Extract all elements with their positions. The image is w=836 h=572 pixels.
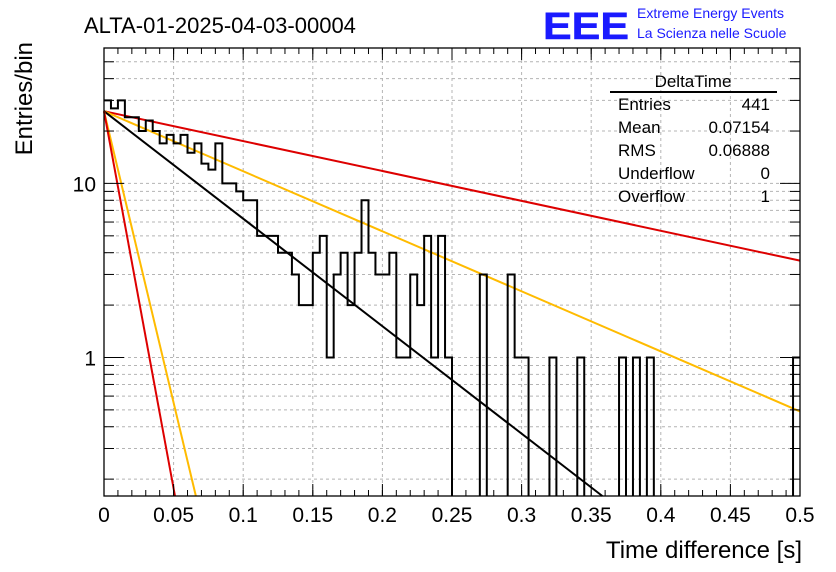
- x-tick-label: 0.15: [292, 504, 333, 527]
- histogram-bars: [104, 99, 800, 496]
- stats-label: Entries: [618, 95, 671, 114]
- x-tick-label: 0.45: [710, 504, 751, 527]
- chart-title: ALTA-01-2025-04-03-00004: [84, 13, 356, 38]
- x-tick-label: 0.35: [571, 504, 612, 527]
- x-tick-label: 0.25: [432, 504, 473, 527]
- stats-value: 441: [742, 95, 770, 114]
- y-axis-label: Entries/bin: [11, 42, 38, 155]
- histogram-outline: [104, 99, 800, 496]
- stats-label: RMS: [618, 141, 656, 160]
- fit-lines: [103, 110, 801, 497]
- logo-line-2: La Scienza nelle Scuole: [637, 25, 787, 41]
- stats-rows: Entries 441 Mean 0.07154 RMS 0.06888 Underflow…: [618, 95, 770, 206]
- fit-line: [103, 110, 801, 262]
- x-tick-label: 0.4: [646, 504, 676, 527]
- axis-ticks: [103, 47, 801, 496]
- stats-box: DeltaTime Entries 441 Mean 0.07154 RMS 0.0688…: [610, 72, 777, 206]
- x-tick-label: 0.3: [507, 504, 536, 527]
- axis-tick-labels: 0 0.05 0.1 0.15 0.2 0.25 0.3 0.35 0.4 0.45 0.5 1 10: [73, 173, 815, 527]
- y-tick-label: 10: [73, 173, 96, 196]
- logo-mark: EEE: [543, 6, 629, 48]
- x-axis-label: Time difference [s]: [606, 537, 802, 564]
- fit-line: [103, 110, 801, 413]
- stats-label: Underflow: [618, 164, 695, 183]
- y-tick-label: 1: [84, 347, 96, 370]
- stats-value: 0.07154: [709, 118, 770, 137]
- fit-line: [103, 110, 197, 497]
- stats-value: 0.06888: [709, 141, 770, 160]
- x-tick-label: 0: [98, 504, 110, 527]
- fit-line: [103, 110, 603, 497]
- x-tick-label: 0.5: [785, 504, 814, 527]
- x-tick-label: 0.1: [229, 504, 258, 527]
- stats-label: Overflow: [618, 187, 686, 206]
- stats-label: Mean: [618, 118, 661, 137]
- logo-line-1: Extreme Energy Events: [637, 5, 784, 21]
- stats-value: 0: [761, 164, 770, 183]
- stats-value: 1: [761, 187, 770, 206]
- x-tick-label: 0.05: [153, 504, 194, 527]
- x-tick-label: 0.2: [368, 504, 397, 527]
- stats-box-title: DeltaTime: [655, 72, 732, 91]
- fit-line: [103, 111, 176, 497]
